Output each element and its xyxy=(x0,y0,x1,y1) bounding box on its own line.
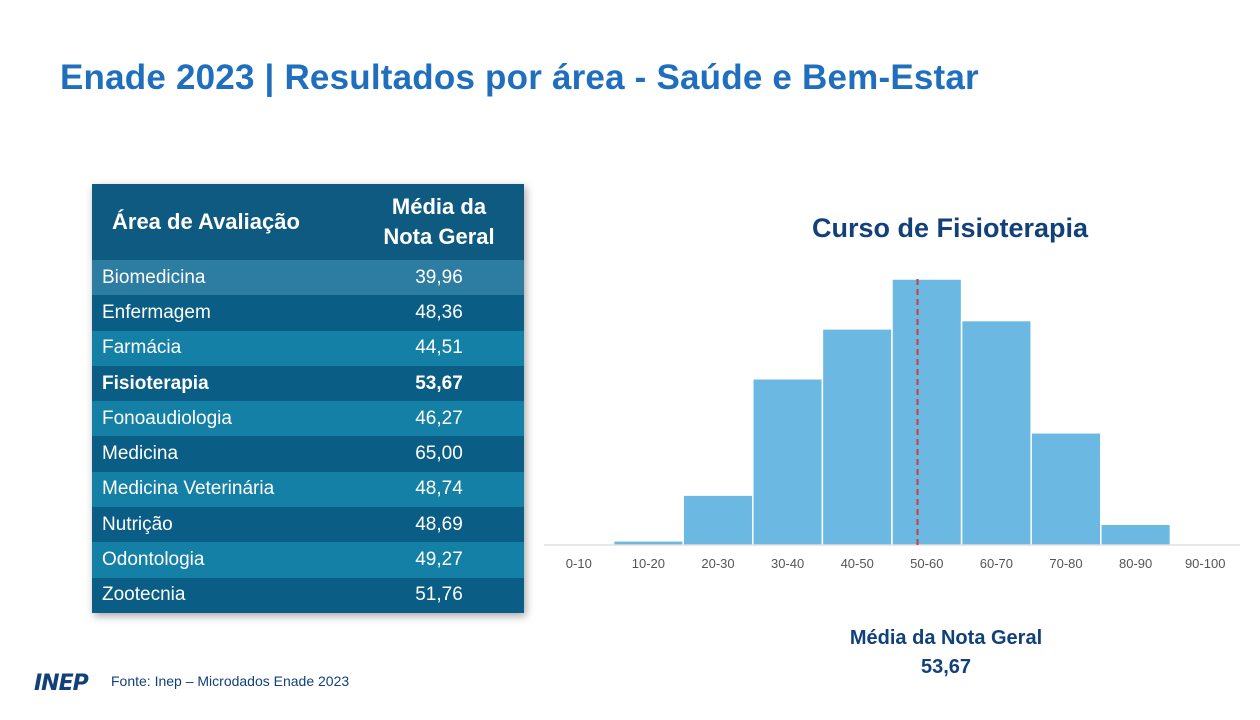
row-area: Odontologia xyxy=(102,549,205,571)
page-title: Enade 2023 | Resultados por área - Saúde… xyxy=(60,58,979,97)
table-row: Zootecnia 51,76 xyxy=(92,577,524,613)
table-row: Farmácia 44,51 xyxy=(92,330,524,366)
x-tick-label: 30-40 xyxy=(771,556,804,571)
row-value: 53,67 xyxy=(415,372,463,394)
score-table: Área de Avaliação Média da Nota Geral Bi… xyxy=(92,184,524,613)
histogram-bar xyxy=(960,319,1032,546)
histogram-bar xyxy=(682,494,754,546)
row-value: 48,69 xyxy=(415,513,463,535)
histogram-bar xyxy=(1030,432,1102,546)
table-row: Fisioterapia 53,67 xyxy=(92,365,524,402)
x-tick-label: 40-50 xyxy=(841,556,874,571)
x-tick-label: 60-70 xyxy=(980,556,1013,571)
row-value: 46,27 xyxy=(415,407,463,429)
row-value: 48,36 xyxy=(415,301,463,323)
table-row: Nutrição 48,69 xyxy=(92,507,524,543)
table-row: Medicina 65,00 xyxy=(92,436,524,472)
histogram-bar xyxy=(821,328,893,546)
x-tick-label: 80-90 xyxy=(1119,556,1152,571)
histogram-chart: Curso de Fisioterapia 0-10 10-20 20-30 30-40… xyxy=(530,195,1250,695)
row-area: Medicina Veterinária xyxy=(102,478,275,500)
histogram-bar xyxy=(1100,523,1172,546)
histogram-bar xyxy=(612,540,684,546)
histogram-svg: Curso de Fisioterapia 0-10 10-20 20-30 30-40… xyxy=(544,213,1240,678)
x-tick-label: 0-10 xyxy=(566,556,592,571)
row-value: 39,96 xyxy=(415,266,463,288)
x-tick-label: 10-20 xyxy=(632,556,665,571)
header-area: Área de Avaliação xyxy=(112,209,300,234)
row-value: 51,76 xyxy=(415,584,463,606)
source-note: Fonte: Inep – Microdados Enade 2023 xyxy=(111,673,350,689)
x-tick-label: 90-100 xyxy=(1185,556,1225,571)
row-value: 48,74 xyxy=(415,478,463,500)
row-area: Fonoaudiologia xyxy=(102,407,232,429)
header-media: Média da Nota Geral xyxy=(354,192,524,252)
row-value: 65,00 xyxy=(415,443,463,465)
header-media-line2: Nota Geral xyxy=(383,224,495,249)
table-row: Medicina Veterinária 48,74 xyxy=(92,471,524,508)
table-row: Biomedicina 39,96 xyxy=(92,260,524,296)
table-row: Fonoaudiologia 46,27 xyxy=(92,401,524,437)
x-tick-label: 20-30 xyxy=(701,556,734,571)
row-area: Biomedicina xyxy=(102,266,206,288)
mean-value: 53,67 xyxy=(921,656,971,678)
table-row: Odontologia 49,27 xyxy=(92,542,524,578)
row-value: 44,51 xyxy=(415,337,463,359)
table-body: Biomedicina 39,96 Enfermagem 48,36 Farmácia 4… xyxy=(92,260,524,613)
row-area: Zootecnia xyxy=(102,584,186,606)
row-area: Medicina xyxy=(102,443,179,465)
histogram-bar xyxy=(752,378,824,546)
row-value: 49,27 xyxy=(415,549,463,571)
row-area: Fisioterapia xyxy=(102,372,209,394)
inep-logo: INEP xyxy=(34,671,89,696)
table-row: Enfermagem 48,36 xyxy=(92,295,524,331)
mean-label: Média da Nota Geral xyxy=(850,627,1042,649)
x-tick-label: 70-80 xyxy=(1049,556,1082,571)
row-area: Enfermagem xyxy=(102,301,211,323)
row-area: Nutrição xyxy=(102,513,173,535)
histogram-bar xyxy=(891,278,963,546)
chart-title: Curso de Fisioterapia xyxy=(812,213,1089,243)
row-area: Farmácia xyxy=(102,337,182,359)
x-tick-label: 50-60 xyxy=(910,556,943,571)
table-header: Área de Avaliação Média da Nota Geral xyxy=(92,184,524,260)
header-media-line1: Média da xyxy=(391,194,487,219)
